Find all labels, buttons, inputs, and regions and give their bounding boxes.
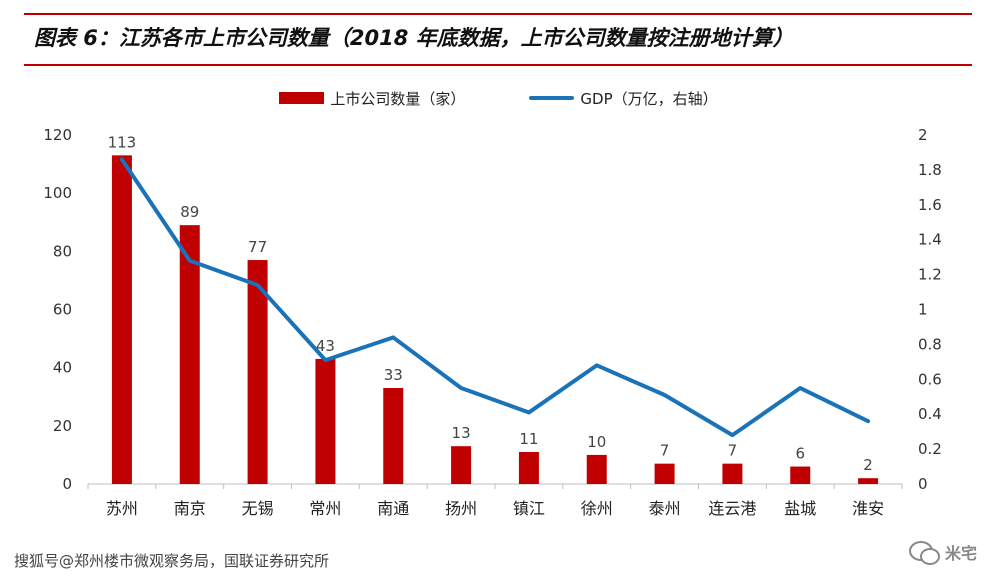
bar-data-label: 33	[384, 366, 403, 384]
legend-line-swatch	[529, 96, 575, 100]
x-category-label: 常州	[309, 499, 341, 518]
bar	[451, 446, 472, 484]
y-right-tick-label: 0	[918, 475, 928, 493]
y-left-tick-label: 80	[53, 242, 72, 260]
chart-title: 图表 6：江苏各市上市公司数量（2018 年底数据，上市公司数量按注册地计算）	[34, 26, 794, 50]
y-left-tick-label: 20	[53, 417, 72, 435]
legend-line-label: GDP（万亿，右轴）	[580, 89, 718, 108]
bar-data-label: 113	[108, 133, 137, 151]
watermark-text: 米宅	[944, 544, 977, 563]
y-right-tick-label: 2	[918, 126, 928, 144]
gdp-line	[119, 157, 871, 438]
y-right-tick-label: 0.2	[918, 440, 942, 458]
bar-data-label: 6	[795, 445, 805, 463]
legend-bar-swatch	[279, 92, 325, 104]
x-category-label: 淮安	[852, 499, 884, 518]
bar	[586, 454, 607, 484]
watermark: 米宅	[903, 534, 983, 570]
y-right-tick-label: 0.6	[918, 370, 942, 388]
x-category-label: 徐州	[581, 499, 613, 518]
x-category-label: 镇江	[513, 499, 545, 518]
bar-data-label: 7	[660, 442, 670, 460]
x-category-label: 泰州	[649, 499, 681, 518]
x-category-label: 连云港	[708, 499, 756, 518]
bar-data-label: 89	[180, 203, 199, 221]
y-right-tick-label: 0.4	[918, 405, 942, 423]
x-category-label: 南京	[174, 499, 206, 518]
y-left-tick-label: 60	[53, 301, 72, 319]
bar-data-label: 43	[316, 337, 335, 355]
bar	[315, 358, 336, 484]
bar	[654, 463, 675, 484]
y-right-tick-label: 1.2	[918, 266, 942, 284]
bar-data-label: 2	[863, 456, 873, 474]
y-left-tick-label: 0	[62, 475, 72, 493]
bar	[518, 452, 539, 484]
bar	[247, 260, 268, 484]
y-left-tick-label: 40	[53, 359, 72, 377]
bar	[722, 463, 743, 484]
y-right-tick-label: 1.4	[918, 231, 942, 249]
y-left-tick-label: 100	[43, 184, 72, 202]
bar-data-label: 7	[728, 442, 738, 460]
legend-item-bar: 上市公司数量（家）	[279, 88, 465, 109]
chart-legend: 上市公司数量（家） GDP（万亿，右轴）	[0, 84, 997, 112]
x-category-label: 南通	[377, 499, 409, 518]
title-bottom-rule	[24, 64, 972, 66]
bar-data-label: 13	[452, 424, 471, 442]
legend-bar-label: 上市公司数量（家）	[330, 89, 466, 108]
x-category-label: 盐城	[784, 499, 816, 518]
x-category-label: 扬州	[445, 499, 477, 518]
y-right-tick-label: 1.6	[918, 196, 942, 214]
bar-data-label: 77	[248, 238, 267, 256]
bar	[111, 155, 132, 484]
title-top-rule	[24, 13, 972, 15]
y-right-tick-label: 1	[918, 301, 928, 319]
bar-data-label: 11	[519, 430, 538, 448]
source-note: 搜狐号@郑州楼市微观察务局，国联证券研究所	[14, 552, 330, 570]
bar	[383, 388, 404, 484]
y-left-tick-label: 120	[43, 126, 72, 144]
legend-item-line: GDP（万亿，右轴）	[529, 88, 718, 109]
x-category-label: 苏州	[106, 499, 138, 518]
x-category-label: 无锡	[242, 499, 274, 518]
bar-data-label: 10	[587, 433, 606, 451]
y-right-tick-label: 0.8	[918, 335, 942, 353]
y-right-tick-label: 1.8	[918, 161, 942, 179]
bar	[790, 466, 811, 484]
bar	[858, 478, 879, 484]
wechat-icon	[908, 539, 940, 565]
bar	[179, 225, 200, 485]
